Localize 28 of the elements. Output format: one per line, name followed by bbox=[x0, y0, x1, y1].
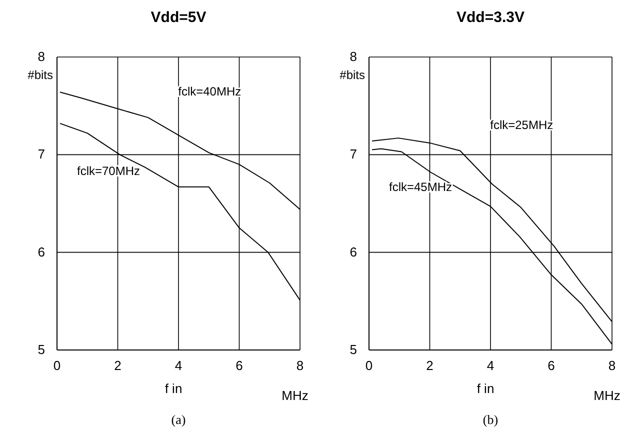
x-tick-label: 8 bbox=[296, 358, 304, 373]
y-tick-label: 6 bbox=[38, 244, 45, 260]
x-tick-label: 4 bbox=[174, 358, 182, 373]
x-tick-label: 8 bbox=[608, 358, 616, 373]
y-tick-label: 5 bbox=[38, 342, 45, 357]
x-tick-label: 6 bbox=[548, 358, 555, 373]
text: (b) bbox=[482, 412, 498, 427]
y-axis-title: #bits bbox=[28, 68, 53, 82]
y-tick-label: 7 bbox=[350, 146, 357, 162]
y-tick-label: 8 bbox=[38, 49, 45, 64]
x-tick-label: 2 bbox=[114, 358, 122, 373]
text: (a) bbox=[171, 412, 186, 427]
y-axis-title: #bits bbox=[340, 68, 365, 82]
chart-title: Vdd=3.3V bbox=[456, 9, 524, 26]
x-tick-label: 6 bbox=[236, 358, 243, 373]
x-axis-title: f in bbox=[476, 381, 494, 396]
x-tick-label: 4 bbox=[486, 358, 494, 373]
x-tick-label: 0 bbox=[365, 358, 373, 373]
x-tick-label: 0 bbox=[53, 358, 61, 373]
text: MHz bbox=[282, 388, 308, 403]
x-axis-title: f in bbox=[164, 381, 182, 396]
x-tick-label: 2 bbox=[426, 358, 434, 373]
text: MHz bbox=[594, 388, 620, 403]
y-tick-label: 8 bbox=[350, 49, 357, 64]
chart-title: Vdd=5V bbox=[150, 9, 206, 26]
y-tick-label: 5 bbox=[350, 342, 357, 357]
y-tick-label: 6 bbox=[350, 244, 357, 260]
y-tick-label: 7 bbox=[38, 146, 45, 162]
